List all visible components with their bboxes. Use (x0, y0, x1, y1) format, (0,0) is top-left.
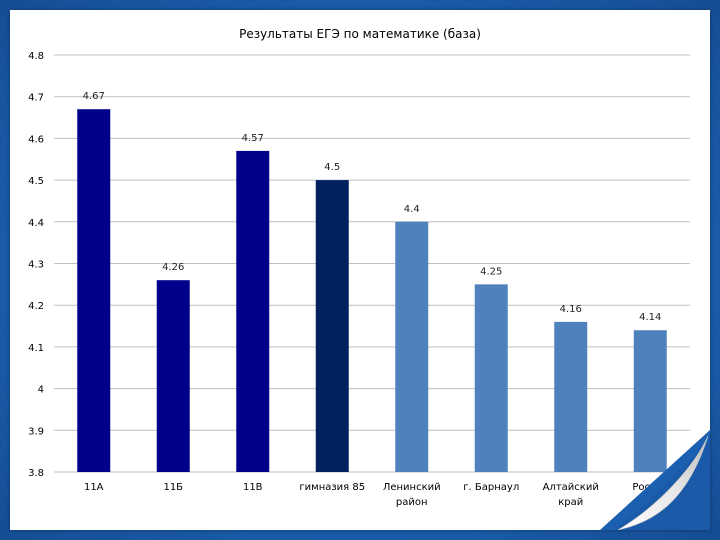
y-tick-label: 3.9 (28, 426, 44, 437)
chart-sheet: Результаты ЕГЭ по математике (база) 4.8 4… (10, 10, 710, 530)
bar (156, 280, 190, 472)
y-tick-label: 4.8 (28, 51, 44, 62)
x-tick-label: гимназия 85 (299, 482, 365, 493)
data-label: 4.26 (162, 262, 184, 273)
y-tick-label: 4.2 (28, 301, 44, 312)
data-label: 4.57 (242, 133, 264, 144)
bar (633, 330, 667, 472)
y-tick-label: 4.7 (28, 93, 44, 104)
x-axis-ticks: 11А 11Б 11В гимназия 85 Ленинский район г. Бар… (84, 482, 668, 508)
data-label: 4.5 (324, 162, 340, 173)
x-tick-label: г. Барнаул (463, 482, 519, 493)
y-tick-label: 3.8 (28, 468, 44, 479)
data-label: 4.4 (404, 204, 420, 215)
y-tick-label: 4 (38, 385, 44, 396)
data-labels: 4.67 4.26 4.57 4.5 4.4 4.25 4.16 4.14 (83, 91, 662, 323)
x-tick-label: 11В (243, 482, 263, 493)
y-tick-label: 4.3 (28, 260, 44, 271)
bar (315, 180, 349, 472)
y-axis-ticks: 4.8 4.7 4.6 4.5 4.4 4.3 4.2 4.1 4 3.9 3.8 (28, 51, 44, 479)
bar (236, 150, 270, 472)
x-tick-label: Ленинский (383, 482, 441, 493)
gridlines (54, 54, 690, 473)
data-label: 4.14 (639, 312, 661, 323)
bars (77, 109, 667, 473)
x-tick-label: район (396, 497, 428, 508)
x-tick-label: край (558, 497, 583, 508)
y-tick-label: 4.4 (28, 218, 44, 229)
data-label: 4.16 (560, 304, 582, 315)
bar (554, 321, 588, 472)
bar (395, 221, 429, 472)
bar (77, 109, 111, 473)
x-tick-label: Россия (632, 482, 668, 493)
data-label: 4.25 (480, 266, 502, 277)
bar-chart: Результаты ЕГЭ по математике (база) 4.84… (28, 27, 690, 508)
bar (474, 284, 508, 472)
y-tick-label: 4.5 (28, 176, 44, 187)
y-tick-label: 4.6 (28, 134, 44, 145)
x-tick-label: Алтайский (543, 482, 599, 493)
chart-title: Результаты ЕГЭ по математике (база) (239, 27, 481, 41)
y-tick-label: 4.1 (28, 343, 44, 354)
data-label: 4.67 (83, 91, 105, 102)
x-tick-label: 11Б (163, 482, 183, 493)
x-tick-label: 11А (84, 482, 104, 493)
